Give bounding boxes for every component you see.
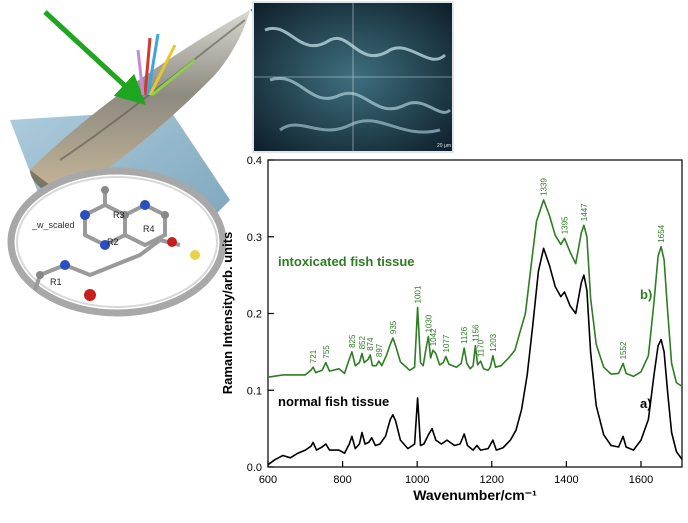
scatter-arrows-icon [136, 33, 196, 97]
x-tick-label: 800 [333, 474, 351, 486]
peak-label: 1170 [477, 339, 486, 357]
series-lines [267, 199, 683, 466]
laser-arrow-icon [43, 10, 147, 106]
y-tick-label: 0.3 [247, 232, 262, 244]
peak-label: 1203 [489, 333, 498, 351]
x-tick-label: 1600 [629, 474, 653, 486]
x-tick-label: 600 [259, 474, 277, 486]
ring-label-r4: R4 [143, 224, 155, 234]
peak-label: 1077 [442, 334, 451, 352]
peak-label: 1126 [460, 326, 469, 344]
peak-label: 874 [366, 337, 375, 351]
y-axis-ticks: 0.0 0.1 0.2 0.3 0.4 [247, 155, 274, 474]
peak-label: 1654 [657, 224, 666, 242]
plot-frame [267, 159, 683, 468]
peak-label: 852 [358, 336, 367, 350]
peak-label: 1042 [429, 328, 438, 346]
x-tick-label: 1400 [554, 474, 578, 486]
curve-label-b: b) [640, 287, 652, 302]
peak-label: 897 [375, 343, 384, 357]
series-name-intoxicated: intoxicated fish tissue [278, 254, 415, 269]
peak-label: 1339 [540, 178, 549, 196]
ring-label-r1: R1 [50, 277, 62, 287]
curve-label-a: a) [640, 396, 652, 411]
peak-label: 721 [309, 349, 318, 363]
ring-label-r2: R2 [107, 237, 119, 247]
y-axis-label: Raman Intensity/arb. units [220, 232, 235, 395]
x-tick-label: 1200 [480, 474, 504, 486]
peak-label: 1447 [580, 203, 589, 221]
y-tick-label: 0.2 [247, 309, 262, 321]
x-tick-label: 1000 [405, 474, 429, 486]
y-tick-label: 0.0 [247, 462, 262, 474]
micro-scale-text: 20 μm [437, 143, 451, 149]
series-name-normal: normal fish tissue [278, 394, 389, 409]
series-line-normal [267, 247, 683, 466]
y-tick-label: 0.4 [247, 155, 262, 167]
raman-chart: 600 800 1000 1200 1400 1600 0.0 0.1 0.2 0.3 0.4 7… [220, 155, 683, 503]
peak-label: 1552 [619, 341, 628, 359]
x-axis-label: Wavenumber/cm⁻¹ [413, 487, 537, 503]
series-line-intoxicated [267, 199, 683, 388]
peak-label: 1030 [424, 314, 433, 332]
molecule-structure: _w_scaled R1 R2 R3 R4 [7, 167, 227, 317]
microscopy-image: 20 μm [252, 1, 454, 153]
peak-label: 825 [348, 334, 357, 348]
peak-label: 1001 [414, 285, 423, 303]
ring-label-r3: R3 [113, 210, 125, 220]
y-tick-label: 0.1 [247, 385, 262, 397]
peak-label: 1395 [561, 216, 570, 234]
x-axis-ticks: 600 800 1000 1200 1400 1600 [259, 461, 653, 486]
molecule-caption: _w_scaled [31, 220, 75, 230]
peak-label: 935 [389, 320, 398, 334]
peak-label: 1156 [471, 324, 480, 342]
peak-label: 755 [322, 345, 331, 359]
